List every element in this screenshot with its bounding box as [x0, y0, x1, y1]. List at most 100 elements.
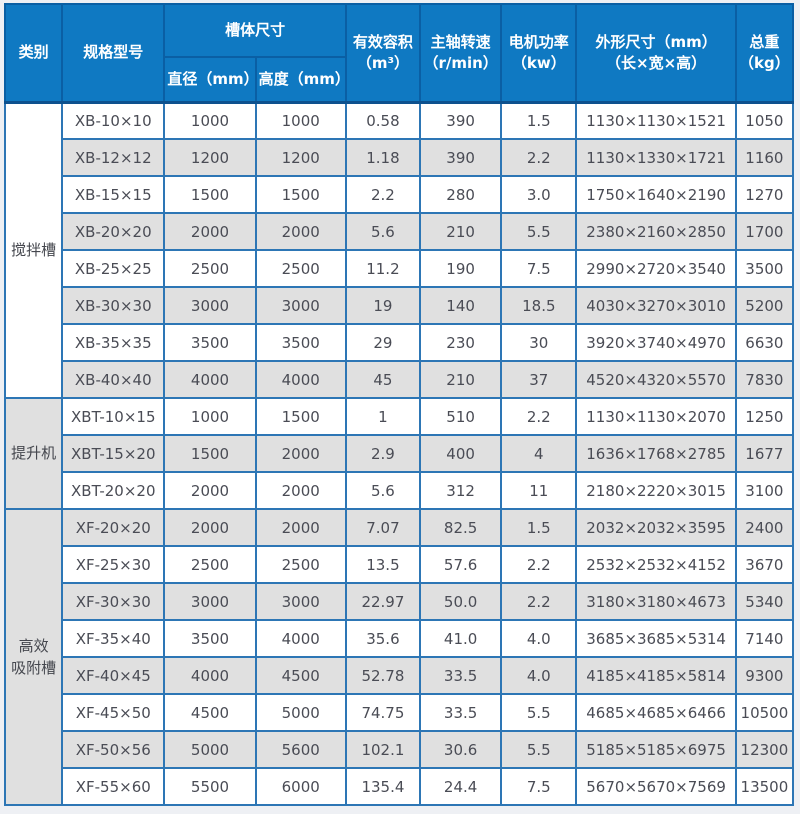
table-body: 搅拌槽 XB-10×10 1000 1000 0.58 390 1.5 1130×1130×1…	[3, 101, 795, 806]
table-row: XB-15×15 1500 1500 2.2 280 3.0 1750×1640×2190 1…	[5, 175, 795, 214]
cell-height: 2000	[254, 471, 347, 510]
cell-power: 4.0	[500, 656, 578, 695]
cell-model: XB-10×10	[61, 101, 166, 140]
cell-volume: 22.97	[344, 582, 422, 621]
cell-speed: 24.4	[419, 767, 503, 806]
cell-model: XBT-20×20	[61, 471, 166, 510]
cell-height: 2500	[254, 249, 347, 288]
cell-volume: 35.6	[344, 619, 422, 658]
table-row: XF-35×40 3500 4000 35.6 41.0 4.0 3685×3685×531…	[5, 619, 795, 658]
cell-height: 2000	[254, 508, 347, 547]
cell-model: XF-35×40	[61, 619, 166, 658]
cell-diameter: 1200	[163, 138, 257, 177]
table-header: 类别 规格型号 槽体尺寸 有效容积 （m³） 主轴转速 （r/min） 电机功率…	[3, 3, 795, 104]
cell-power: 4	[500, 434, 578, 473]
cell-model: XF-55×60	[61, 767, 166, 806]
cell-weight: 2400	[734, 508, 795, 547]
cell-diameter: 4000	[163, 360, 257, 399]
cell-model: XBT-10×15	[61, 397, 166, 436]
cell-dimensions: 4030×3270×3010	[575, 286, 737, 325]
cell-dimensions: 4520×4320×5570	[575, 360, 737, 399]
cell-volume: 1.18	[344, 138, 422, 177]
header-power: 电机功率 （kw）	[500, 3, 578, 104]
cell-dimensions: 1750×1640×2190	[575, 175, 737, 214]
table-row: XB-12×12 1200 1200 1.18 390 2.2 1130×1330×1721…	[5, 138, 795, 177]
cell-dimensions: 3920×3740×4970	[575, 323, 737, 362]
cell-power: 4.0	[500, 619, 578, 658]
cell-dimensions: 4685×4685×6466	[575, 693, 737, 732]
cell-volume: 102.1	[344, 730, 422, 769]
table-row: XB-35×35 3500 3500 29 230 30 3920×3740×4970 663…	[5, 323, 795, 362]
cell-model: XB-12×12	[61, 138, 166, 177]
cell-power: 7.5	[500, 767, 578, 806]
cell-speed: 390	[419, 138, 503, 177]
cell-diameter: 1000	[163, 101, 257, 140]
cell-volume: 5.6	[344, 471, 422, 510]
cell-volume: 5.6	[344, 212, 422, 251]
cell-height: 3000	[254, 582, 347, 621]
cell-volume: 2.2	[344, 175, 422, 214]
table-row: XB-40×40 4000 4000 45 210 37 4520×4320×5570 783…	[5, 360, 795, 399]
table-row: XBT-20×20 2000 2000 5.6 312 11 2180×2220×3015 3…	[5, 471, 795, 510]
table-row: XF-55×60 5500 6000 135.4 24.4 7.5 5670×5670×75…	[5, 767, 795, 806]
cell-diameter: 2000	[163, 471, 257, 510]
category-cell: 高效 吸附槽	[3, 508, 64, 806]
cell-weight: 7140	[734, 619, 795, 658]
cell-power: 2.2	[500, 397, 578, 436]
cell-dimensions: 2180×2220×3015	[575, 471, 737, 510]
cell-diameter: 2500	[163, 249, 257, 288]
cell-model: XF-20×20	[61, 508, 166, 547]
cell-speed: 33.5	[419, 693, 503, 732]
cell-weight: 1050	[734, 101, 795, 140]
header-volume: 有效容积 （m³）	[344, 3, 422, 104]
cell-power: 18.5	[500, 286, 578, 325]
table-row: 高效 吸附槽 XF-20×20 2000 2000 7.07 82.5 1.5 2032×20…	[3, 508, 795, 806]
category-cell: 提升机	[3, 397, 64, 510]
cell-dimensions: 3685×3685×5314	[575, 619, 737, 658]
cell-height: 6000	[254, 767, 347, 806]
cell-power: 1.5	[500, 508, 578, 547]
cell-model: XF-45×50	[61, 693, 166, 732]
cell-volume: 19	[344, 286, 422, 325]
cell-model: XB-35×35	[61, 323, 166, 362]
cell-speed: 280	[419, 175, 503, 214]
cell-height: 1500	[254, 175, 347, 214]
cell-height: 2500	[254, 545, 347, 584]
cell-model: XB-15×15	[61, 175, 166, 214]
cell-diameter: 1500	[163, 434, 257, 473]
cell-diameter: 2500	[163, 545, 257, 584]
cell-volume: 45	[344, 360, 422, 399]
cell-power: 2.2	[500, 582, 578, 621]
cell-dimensions: 5185×5185×6975	[575, 730, 737, 769]
header-speed: 主轴转速 （r/min）	[419, 3, 503, 104]
cell-weight: 7830	[734, 360, 795, 399]
cell-volume: 135.4	[344, 767, 422, 806]
cell-speed: 30.6	[419, 730, 503, 769]
table-row: XF-45×50 4500 5000 74.75 33.5 5.5 4685×4685×64…	[5, 693, 795, 732]
cell-speed: 41.0	[419, 619, 503, 658]
cell-power: 1.5	[500, 101, 578, 140]
table-row: 提升机 XBT-10×15 1000 1500 1 510 2.2 1130×1130×207…	[3, 397, 795, 510]
cell-dimensions: 1130×1130×2070	[575, 397, 737, 436]
cell-speed: 312	[419, 471, 503, 510]
cell-height: 4000	[254, 619, 347, 658]
cell-diameter: 3000	[163, 286, 257, 325]
cell-power: 5.5	[500, 693, 578, 732]
cell-volume: 13.5	[344, 545, 422, 584]
cell-model: XF-30×30	[61, 582, 166, 621]
cell-dimensions: 5670×5670×7569	[575, 767, 737, 806]
cell-diameter: 2000	[163, 212, 257, 251]
cell-model: XB-40×40	[61, 360, 166, 399]
header-height: 高度（mm）	[254, 56, 347, 104]
cell-volume: 29	[344, 323, 422, 362]
table-row: 搅拌槽 XB-10×10 1000 1000 0.58 390 1.5 1130×1130×1…	[3, 101, 795, 399]
table-row: XB-30×30 3000 3000 19 140 18.5 4030×3270×3010 5…	[5, 286, 795, 325]
cell-weight: 1250	[734, 397, 795, 436]
cell-height: 5000	[254, 693, 347, 732]
cell-volume: 1	[344, 397, 422, 436]
cell-model: XF-50×56	[61, 730, 166, 769]
cell-power: 2.2	[500, 545, 578, 584]
table-row: XB-20×20 2000 2000 5.6 210 5.5 2380×2160×2850 1…	[5, 212, 795, 251]
cell-speed: 140	[419, 286, 503, 325]
